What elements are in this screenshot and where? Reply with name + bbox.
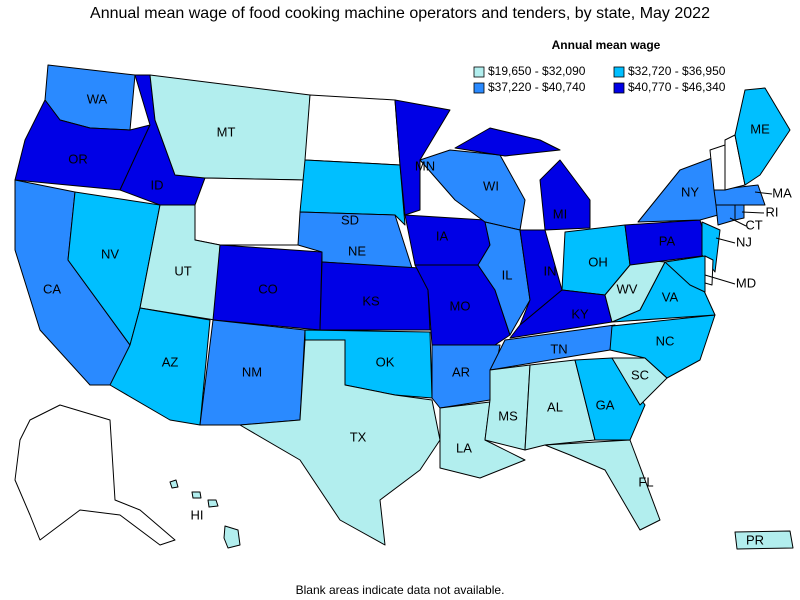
state: [574, 357, 646, 441]
state-label: VA: [662, 289, 679, 304]
state-label: HI: [191, 507, 204, 522]
state-label: CA: [43, 281, 61, 296]
state-label: SC: [631, 367, 649, 382]
legend-label: $37,220 - $40,740: [488, 80, 586, 94]
state-label: PR: [746, 532, 764, 547]
state-labels: WA OR CA NV ID MT UT AZ CO NM SD NE KS OK TX MN IA MO AR LA…: [43, 91, 792, 547]
state-label: IN: [544, 263, 557, 278]
state-label: GA: [596, 397, 615, 412]
state-label: NY: [681, 184, 699, 199]
legend-label: $19,650 - $32,090: [488, 64, 586, 78]
state-label: MS: [498, 408, 518, 423]
leader-lines: [704, 191, 773, 285]
state-blank: [704, 255, 714, 286]
state-label: KS: [362, 293, 380, 308]
legend-label: $40,770 - $46,340: [628, 80, 726, 94]
state: [524, 359, 596, 451]
state: [394, 99, 451, 216]
legend-swatch: [473, 66, 485, 78]
state-label: NJ: [736, 234, 752, 249]
state-label: WI: [483, 178, 499, 193]
state: [454, 127, 591, 231]
state-label: IL: [502, 267, 513, 282]
state-label: WV: [617, 281, 638, 296]
state-label: NV: [101, 246, 119, 261]
legend: $19,650 - $32,090 $32,720 - $36,950 $37,22…: [473, 64, 726, 94]
state-label: AR: [452, 364, 470, 379]
state-label: RI: [766, 204, 779, 219]
state-label: TN: [550, 341, 567, 356]
legend-swatch: [613, 82, 625, 94]
state: [637, 157, 719, 223]
state: [109, 307, 211, 426]
state-label: PA: [659, 233, 676, 248]
state-label: FL: [638, 474, 653, 489]
states: [14, 64, 794, 550]
state: [484, 364, 531, 451]
state-label: TX: [350, 429, 367, 444]
state: [239, 339, 441, 546]
state-label: IA: [436, 228, 449, 243]
state-label: WA: [87, 91, 108, 106]
state-blank: [194, 177, 306, 246]
state: [299, 159, 406, 226]
state-label: MN: [415, 158, 435, 173]
state-label: ID: [151, 177, 164, 192]
legend-swatch: [473, 82, 485, 94]
state-label: KY: [571, 306, 589, 321]
legend-title: Annual mean wage: [552, 38, 661, 52]
state: [431, 344, 501, 409]
state-label: MT: [217, 124, 236, 139]
state: [734, 87, 791, 186]
map-title: Annual mean wage of food cooking machine…: [90, 5, 710, 22]
state-blank: [14, 404, 176, 546]
state-label: MI: [553, 206, 567, 221]
state: [664, 255, 706, 293]
state-label: CT: [745, 217, 762, 232]
state-label: OR: [68, 151, 88, 166]
note: Blank areas indicate data not available.: [296, 583, 505, 597]
state: [734, 530, 794, 550]
state-label: OK: [376, 354, 395, 369]
state-label: AL: [547, 399, 563, 414]
state-blank: [304, 94, 401, 166]
state-label: SD: [341, 212, 359, 227]
state-label: OH: [588, 254, 608, 269]
state: [715, 204, 736, 226]
state-label: LA: [456, 440, 472, 455]
state-label: UT: [174, 263, 191, 278]
state-label: NM: [242, 364, 262, 379]
state: [544, 439, 661, 531]
legend-swatch: [613, 66, 625, 78]
state-label: ME: [750, 121, 770, 136]
state-label: NC: [656, 333, 675, 348]
state-label: MA: [772, 185, 792, 200]
legend-label: $32,720 - $36,950: [628, 64, 726, 78]
state-label: NE: [348, 243, 366, 258]
state: [169, 479, 241, 549]
state-label: MO: [450, 298, 471, 313]
state-label: MD: [736, 275, 756, 290]
state-label: CO: [258, 281, 278, 296]
state-label: AZ: [162, 354, 179, 369]
